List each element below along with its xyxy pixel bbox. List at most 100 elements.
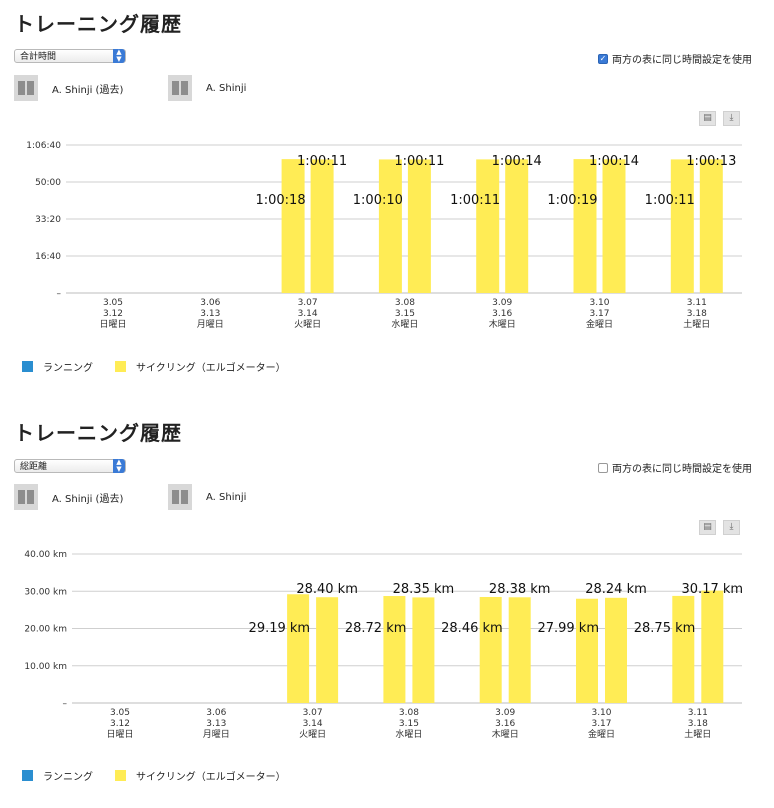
x-tick-label: 3.07: [303, 708, 323, 718]
athlete-past[interactable]: A. Shinji (過去): [14, 484, 123, 510]
bar-current: [505, 159, 529, 293]
chart-legend: ランニング サイクリング（エルゴメーター）: [22, 359, 308, 374]
athlete-past[interactable]: A. Shinji (過去): [14, 75, 123, 101]
data-label: 1:00:11: [394, 154, 444, 169]
data-label: 27.99 km: [537, 621, 599, 636]
legend-swatch-cycling: [115, 361, 126, 372]
x-tick-label: 木曜日: [492, 728, 519, 740]
bar-past: [287, 594, 310, 703]
chevron-updown-icon: ▲ ▼: [113, 459, 125, 473]
x-tick-label: 3.07: [298, 298, 318, 308]
x-tick-label: 3.14: [303, 719, 323, 729]
x-tick-label: 金曜日: [586, 318, 613, 330]
x-tick-label: 日曜日: [106, 729, 133, 740]
page-title: トレーニング履歴: [14, 12, 182, 36]
bar-past: [281, 159, 305, 293]
data-label: 28.40 km: [296, 582, 358, 597]
bar-past: [670, 159, 694, 293]
metric-select[interactable]: 合計時間 ▲ ▼: [14, 49, 126, 63]
bar-current: [701, 590, 724, 703]
data-label: 28.35 km: [393, 582, 455, 597]
data-label: 1:00:14: [492, 154, 542, 169]
x-tick-label: 水曜日: [391, 318, 418, 330]
y-tick-label: 20.00 km: [24, 625, 67, 635]
x-tick-label: 3.05: [110, 708, 130, 718]
bar-past: [378, 159, 402, 293]
same-time-setting-checkbox[interactable]: ✓: [598, 53, 608, 64]
data-label: 28.72 km: [345, 621, 407, 636]
bar-past: [383, 596, 406, 703]
data-label: 1:00:11: [297, 154, 347, 169]
bar-current: [605, 597, 627, 703]
legend-label-running: ランニング: [43, 772, 93, 783]
x-tick-label: 3.11: [687, 298, 707, 308]
data-label: 30.17 km: [682, 582, 744, 597]
x-tick-label: 3.18: [687, 309, 707, 319]
legend-swatch-running: [22, 361, 33, 372]
y-tick-label: 40.00 km: [24, 550, 67, 560]
y-zero-label: –: [57, 289, 62, 299]
metric-select[interactable]: 総距離 ▲ ▼: [14, 459, 126, 473]
legend-swatch-cycling: [115, 770, 126, 781]
x-tick-label: 3.12: [103, 309, 123, 319]
download-icon[interactable]: ⤓: [723, 111, 740, 126]
training-history-panel-distance: トレーニング履歴 総距離 ▲ ▼ 両方の表に同じ時間設定を使用 A. Shinji…: [0, 410, 774, 808]
download-icon[interactable]: ⤓: [723, 520, 740, 535]
athlete-bars-icon: [168, 75, 192, 101]
x-tick-label: 土曜日: [683, 318, 710, 330]
same-time-setting-toggle[interactable]: 両方の表に同じ時間設定を使用: [598, 460, 752, 475]
x-tick-label: 水曜日: [395, 728, 422, 740]
data-label: 1:00:19: [547, 193, 597, 208]
metric-select-value: 総距離: [20, 462, 48, 472]
legend-item-running[interactable]: ランニング: [22, 768, 93, 783]
x-tick-label: 3.14: [298, 309, 318, 319]
same-time-setting-label: 両方の表に同じ時間設定を使用: [612, 55, 752, 66]
x-tick-label: 土曜日: [684, 728, 711, 740]
legend-label-cycling: サイクリング（エルゴメーター）: [136, 363, 286, 374]
x-tick-label: 3.13: [206, 719, 226, 729]
x-tick-label: 火曜日: [299, 729, 326, 740]
x-tick-label: 3.05: [103, 298, 123, 308]
bar-current: [508, 597, 531, 703]
legend-label-cycling: サイクリング（エルゴメーター）: [136, 772, 286, 783]
x-tick-label: 木曜日: [489, 318, 516, 330]
bar-current: [407, 159, 431, 293]
bar-current: [602, 159, 626, 293]
printer-icon[interactable]: ▤: [699, 520, 716, 535]
y-tick-label: 16:40: [35, 252, 61, 262]
athlete-current[interactable]: A. Shinji: [168, 75, 246, 101]
printer-icon[interactable]: ▤: [699, 111, 716, 126]
metric-select-value: 合計時間: [20, 52, 57, 62]
same-time-setting-label: 両方の表に同じ時間設定を使用: [612, 464, 752, 475]
x-tick-label: 3.13: [200, 309, 220, 319]
legend-item-cycling[interactable]: サイクリング（エルゴメーター）: [115, 768, 286, 783]
x-tick-label: 3.15: [399, 719, 419, 729]
athlete-bars-icon: [14, 75, 38, 101]
data-label: 1:00:11: [645, 193, 695, 208]
x-tick-label: 3.09: [492, 298, 512, 308]
data-label: 1:00:18: [255, 193, 305, 208]
x-tick-label: 3.11: [688, 708, 708, 718]
athlete-current-label: A. Shinji: [206, 491, 247, 503]
chevron-updown-icon: ▲ ▼: [113, 49, 125, 63]
bar-past: [476, 159, 500, 293]
x-tick-label: 3.17: [591, 719, 611, 729]
legend-item-running[interactable]: ランニング: [22, 359, 93, 374]
y-tick-label: 1:06:40: [26, 141, 61, 151]
y-zero-label: –: [63, 699, 68, 709]
x-tick-label: 金曜日: [588, 728, 615, 740]
x-tick-label: 月曜日: [203, 729, 230, 740]
legend-item-cycling[interactable]: サイクリング（エルゴメーター）: [115, 359, 286, 374]
athlete-bars-icon: [14, 484, 38, 510]
x-tick-label: 3.06: [206, 708, 226, 718]
x-tick-label: 3.08: [395, 298, 415, 308]
bar-past: [479, 596, 502, 703]
same-time-setting-toggle[interactable]: ✓ 両方の表に同じ時間設定を使用: [598, 51, 752, 66]
athlete-current[interactable]: A. Shinji: [168, 484, 246, 510]
x-tick-label: 日曜日: [99, 319, 126, 330]
data-label: 1:00:11: [450, 193, 500, 208]
same-time-setting-checkbox[interactable]: [598, 462, 608, 473]
athlete-bars-icon: [168, 484, 192, 510]
data-label: 28.38 km: [489, 582, 551, 597]
